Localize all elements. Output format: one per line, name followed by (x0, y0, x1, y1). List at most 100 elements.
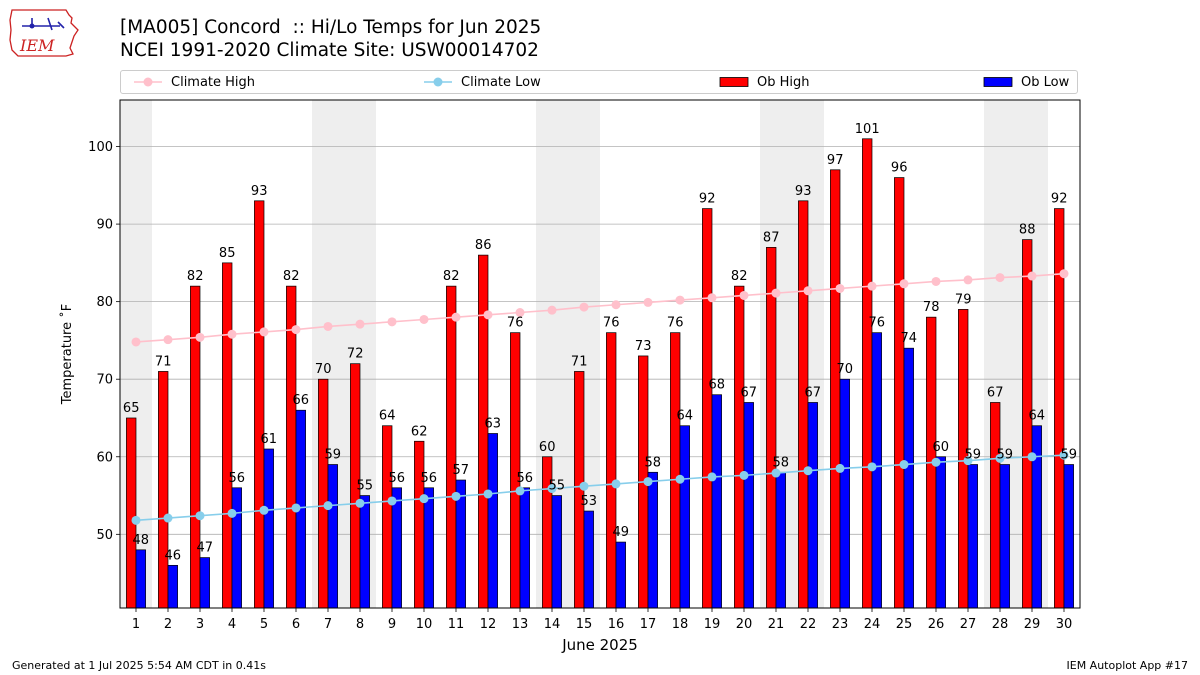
ob-low-value-label: 64 (677, 409, 694, 424)
ob-low-value-label: 67 (805, 385, 822, 400)
climate-low-line-icon (424, 77, 452, 87)
climate-low-point (227, 508, 237, 518)
climate-low-line (135, 454, 1065, 522)
climate-high-point (195, 332, 205, 342)
climate-low-point (707, 472, 717, 482)
ob-low-value-label: 55 (357, 479, 374, 494)
legend-label: Climate High (171, 74, 256, 90)
ob-low-value-label: 64 (1029, 409, 1046, 424)
ob-low-swatch-icon (983, 77, 1013, 87)
weather-station-icon (22, 17, 65, 31)
climate-low-point (963, 456, 973, 466)
ob-low-value-label: 46 (165, 548, 182, 563)
climate-low-point (867, 462, 877, 472)
climate-low-point (259, 505, 269, 515)
ob-high-bar (1054, 208, 1065, 609)
ob-high-value-label: 82 (187, 269, 204, 284)
x-tick-label: 18 (672, 617, 689, 632)
climate-low-point (931, 457, 941, 467)
climate-low-point (995, 453, 1005, 463)
climate-low-point (1027, 452, 1037, 462)
ob-high-value-label: 82 (443, 269, 460, 284)
climate-high-point (1027, 271, 1037, 281)
x-tick-label: 3 (196, 617, 204, 632)
ob-low-value-label: 58 (773, 455, 790, 470)
ob-high-bar (318, 378, 329, 609)
climate-low-point (1059, 450, 1069, 460)
ob-high-bar (926, 316, 937, 609)
ob-low-bar (583, 510, 594, 609)
ob-low-value-label: 59 (1061, 448, 1078, 463)
ob-low-value-label: 76 (869, 316, 886, 331)
climate-high-point (675, 295, 685, 305)
x-tick-label: 17 (640, 617, 657, 632)
ob-high-bar (958, 309, 969, 609)
ob-low-bar (935, 456, 946, 609)
ob-low-bar (839, 378, 850, 609)
climate-high-point (739, 290, 749, 300)
x-tick-label: 1 (132, 617, 140, 632)
ob-low-value-label: 67 (741, 385, 758, 400)
ob-low-value-label: 53 (581, 494, 598, 509)
ob-high-value-label: 85 (219, 246, 236, 261)
ob-low-bar (615, 541, 626, 609)
ob-high-value-label: 93 (795, 184, 812, 199)
ob-low-bar (775, 471, 786, 609)
ob-high-bar (222, 262, 233, 609)
iem-logo: IEM (9, 9, 79, 57)
climate-low-point (803, 466, 813, 476)
climate-low-point (323, 501, 333, 511)
x-tick-label: 9 (388, 617, 396, 632)
ob-low-value-label: 61 (261, 432, 278, 447)
x-tick-label: 8 (356, 617, 364, 632)
ob-low-bar (1031, 425, 1042, 609)
x-tick-label: 12 (480, 617, 497, 632)
x-tick-label: 11 (448, 617, 465, 632)
x-tick-label: 28 (992, 617, 1009, 632)
climate-low-point (451, 491, 461, 501)
ob-low-bar (359, 495, 370, 609)
x-tick-label: 30 (1056, 617, 1073, 632)
weekend-shade (536, 100, 568, 608)
x-tick-label: 22 (800, 617, 817, 632)
legend-item-climate-low: Climate Low (423, 71, 541, 93)
x-tick-label: 20 (736, 617, 753, 632)
ob-high-bar (990, 402, 1001, 609)
y-tick-label: 60 (96, 450, 113, 465)
ob-high-value-label: 82 (283, 269, 300, 284)
ob-high-value-label: 71 (571, 354, 588, 369)
ob-high-value-label: 78 (923, 300, 940, 315)
ob-low-bar (903, 347, 914, 609)
ob-high-value-label: 76 (667, 316, 684, 331)
ob-high-value-label: 64 (379, 409, 396, 424)
plot-frame (119, 99, 1081, 609)
ob-high-bar (862, 138, 873, 609)
ob-high-value-label: 65 (123, 401, 140, 416)
ob-high-value-label: 86 (475, 238, 492, 253)
legend-item-climate-high: Climate High (133, 71, 255, 93)
climate-high-point (291, 325, 301, 335)
x-tick-label: 29 (1024, 617, 1041, 632)
ob-high-bar (478, 254, 489, 609)
climate-low-point (355, 498, 365, 508)
ob-low-value-label: 56 (517, 471, 534, 486)
ob-high-value-label: 76 (507, 316, 524, 331)
y-tick-label: 50 (96, 528, 113, 543)
climate-high-point (131, 337, 141, 347)
ob-low-bar (455, 479, 466, 609)
ob-high-value-label: 97 (827, 153, 844, 168)
ob-high-swatch-icon (719, 77, 749, 87)
climate-high-point (163, 335, 173, 345)
climate-high-point (515, 308, 525, 318)
ob-low-bar (391, 487, 402, 609)
climate-low-point (195, 511, 205, 521)
ob-low-bar (295, 409, 306, 609)
x-axis-label: June 2025 (561, 636, 638, 654)
climate-low-point (643, 477, 653, 487)
climate-low-point (835, 463, 845, 473)
climate-high-point (707, 293, 717, 303)
ob-high-value-label: 101 (855, 122, 880, 137)
ob-high-value-label: 92 (1051, 192, 1068, 207)
ob-low-bar (1063, 464, 1074, 609)
ob-high-bar (510, 332, 521, 609)
